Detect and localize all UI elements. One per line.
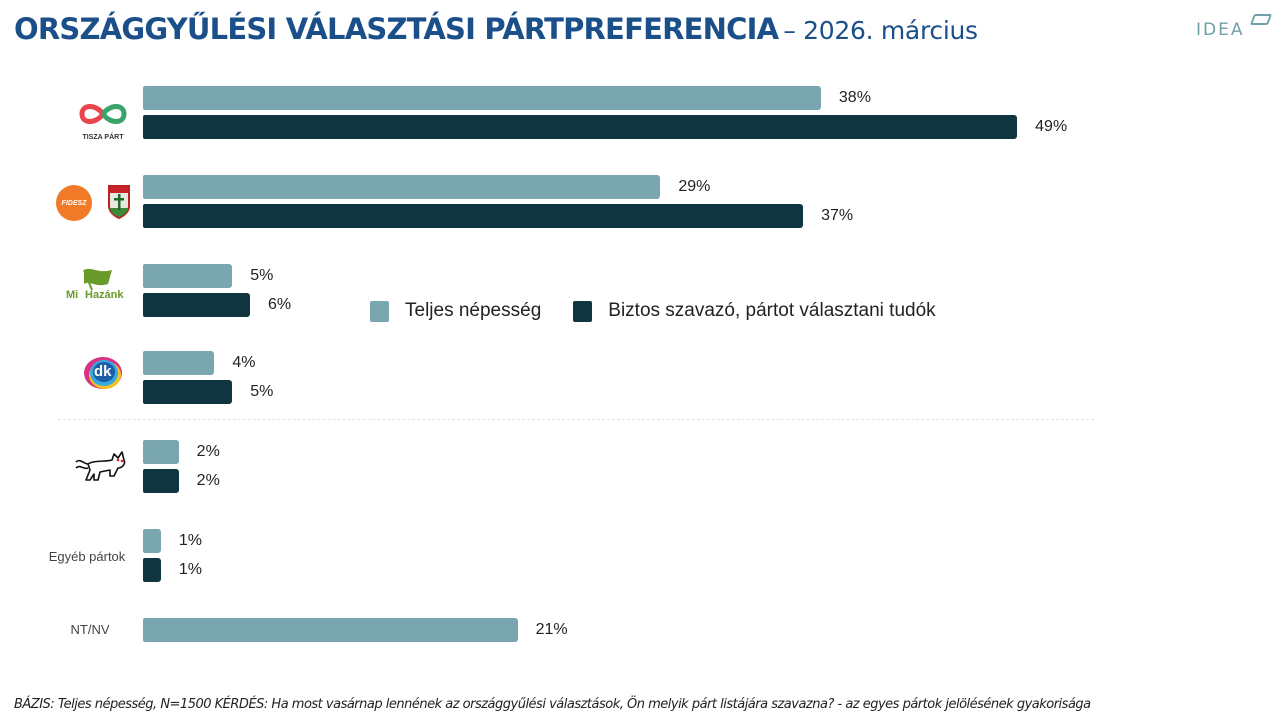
footnote: BÁZIS: Teljes népesség, N=1500 KÉRDÉS: H… — [14, 697, 1091, 712]
bar-tisza-p-rt-teljes — [143, 86, 821, 110]
value-label: 2% — [196, 443, 220, 460]
bar-mkkp-teljes — [143, 440, 179, 464]
legend-label-biztos: Biztos szavazó, pártot választani tudók — [608, 300, 936, 321]
value-label: 21% — [535, 621, 568, 638]
value-label: 2% — [196, 472, 220, 489]
category-label-egyeb: Egyéb pártok — [48, 549, 126, 564]
tisza-text: TISZA PÁRT — [82, 134, 124, 141]
bar-egy-b-p-rtok-biztos — [143, 558, 161, 582]
value-label: 38% — [838, 89, 871, 106]
value-label: 5% — [250, 267, 274, 284]
two-tailed-dog-icon — [75, 451, 126, 481]
mi-hazank-text-2: Hazánk — [85, 289, 124, 301]
chart-title: ORSZÁGGYŰLÉSI VÁLASZTÁSI PÁRTPREFERENCIA… — [14, 12, 978, 46]
mi-hazank-flag-icon — [83, 268, 112, 290]
value-label: 5% — [250, 383, 274, 400]
idea-logo: IDEA — [1196, 20, 1245, 40]
bar-tisza-p-rt-biztos — [143, 115, 1018, 139]
bar-mi-haz-nk-teljes — [143, 264, 233, 288]
fidesz-logo: FIDESZ — [56, 185, 92, 221]
value-label: 4% — [232, 354, 256, 371]
bar-dk-teljes — [143, 351, 215, 375]
value-label: 6% — [268, 296, 292, 313]
value-label: 29% — [678, 178, 711, 195]
bar-dk-biztos — [143, 380, 233, 404]
kdnp-shield-icon — [108, 185, 130, 220]
dk-badge-icon — [84, 357, 122, 389]
dk-logo: dk — [83, 355, 123, 391]
value-label: 49% — [1035, 118, 1068, 135]
legend-item-teljes: Teljes népesség — [370, 300, 541, 322]
mi-hazank-logo: Mi Hazánk — [66, 268, 126, 304]
legend-swatch-light — [370, 300, 389, 322]
bar-mi-haz-nk-biztos — [143, 293, 251, 317]
bar-chart: TISZA PÁRT FIDESZ Mi Hazánk dk — [48, 86, 1094, 642]
legend-label-teljes: Teljes népesség — [405, 300, 542, 321]
bar-mkkp-biztos — [143, 469, 179, 493]
value-label: 1% — [178, 532, 202, 549]
dashed-divider — [58, 419, 1094, 420]
bar-egy-b-p-rtok-teljes — [143, 529, 161, 553]
dk-text: dk — [94, 363, 112, 380]
value-label: 1% — [178, 561, 202, 578]
legend-swatch-dark — [573, 300, 593, 322]
chart-legend: Teljes népesség Biztos szavazó, pártot v… — [370, 300, 968, 322]
title-main: ORSZÁGGYŰLÉSI VÁLASZTÁSI PÁRTPREFERENCIA — [14, 12, 779, 46]
bar-fidesz-kdnp-teljes — [143, 175, 661, 199]
tisza-logo: TISZA PÁRT — [76, 100, 130, 142]
legend-item-biztos: Biztos szavazó, pártot választani tudók — [573, 300, 936, 322]
title-date: – 2026. március — [783, 16, 978, 45]
tisza-infinity-icon — [79, 104, 127, 124]
fidesz-text: FIDESZ — [61, 199, 87, 207]
category-label-ntnv: NT/NV — [70, 622, 110, 637]
mi-hazank-text-1: Mi — [66, 289, 79, 301]
kdnp-logo — [107, 184, 131, 220]
bar-fidesz-kdnp-biztos — [143, 204, 804, 228]
bar-nt-nv-teljes — [143, 618, 518, 642]
mkkp-dog-logo — [74, 450, 128, 484]
value-label: 37% — [821, 207, 854, 224]
